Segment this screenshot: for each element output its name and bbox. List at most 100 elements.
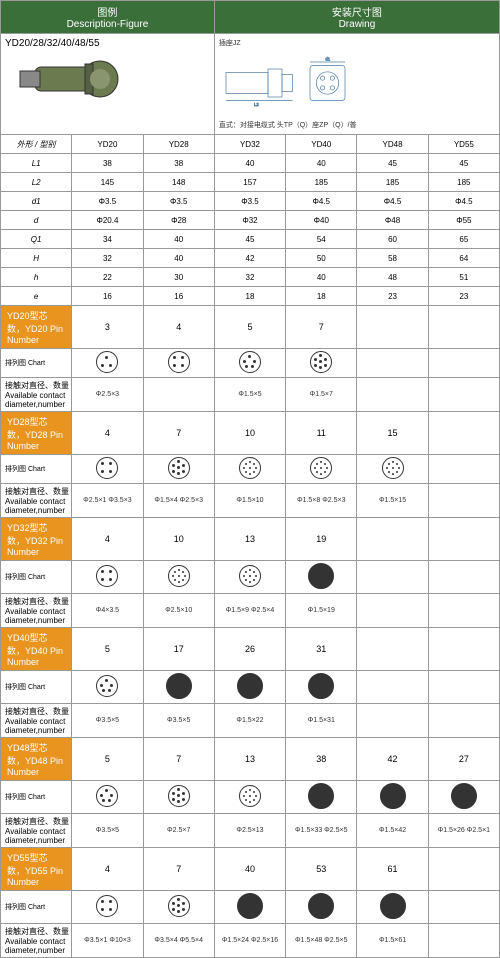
pin-diagram [308, 893, 334, 919]
pin-diagram [96, 675, 118, 697]
pin-count: 13 [214, 518, 285, 561]
dim-cell: 157 [214, 173, 285, 192]
dim-cell: 40 [286, 268, 357, 287]
avail-cell: Φ1.5×4 Φ2.5×3 [143, 484, 214, 518]
chart-cell [72, 891, 143, 924]
pin-diagram [237, 893, 263, 919]
avail-cell: Φ1.5×15 [357, 484, 428, 518]
pin-count: 38 [286, 738, 357, 781]
dim-cell: 34 [72, 230, 143, 249]
pin-diagram [168, 351, 190, 373]
dim-cell: e [1, 287, 72, 306]
connector-icon [5, 49, 125, 109]
pin-diagram [96, 785, 118, 807]
dim-cell: Φ3.5 [143, 192, 214, 211]
chart-cell [357, 781, 428, 814]
pin-diagram [96, 351, 118, 373]
dim-cell: 148 [143, 173, 214, 192]
avail-cell: Φ2.5×7 [143, 814, 214, 848]
pin-count: 26 [214, 628, 285, 671]
dim-cell: 185 [428, 173, 499, 192]
dim-cell: 48 [357, 268, 428, 287]
avail-cell: Φ1.5×24 Φ2.5×16 [214, 924, 285, 958]
section-title: YD28型芯数，YD28 Pin Number [1, 412, 72, 455]
figure-cell: YD20/28/32/40/48/55 [1, 34, 215, 135]
chart-cell [214, 671, 285, 704]
pin-diagram [168, 895, 190, 917]
avail-cell: Φ1.5×22 [214, 704, 285, 738]
dim-cell: 185 [357, 173, 428, 192]
avail-label: 接触对直径、数量 Available contact diameter,numb… [1, 378, 72, 412]
dim-table: 外形 / 型别YD20YD28YD32YD40YD48YD55L13838404… [1, 135, 500, 306]
pin-count: 4 [72, 412, 143, 455]
chart-cell [143, 781, 214, 814]
svg-text:L2: L2 [254, 102, 259, 107]
pin-count: 3 [72, 306, 143, 349]
chart-label: 排列图 Chart [1, 561, 72, 594]
dim-cell: 51 [428, 268, 499, 287]
pin-count: 7 [286, 306, 357, 349]
chart-cell [214, 891, 285, 924]
dim-cell: Φ4.5 [286, 192, 357, 211]
pin-count: 31 [286, 628, 357, 671]
avail-cell: Φ1.5×33 Φ2.5×5 [286, 814, 357, 848]
avail-cell: Φ1.5×31 [286, 704, 357, 738]
avail-cell: Φ1.5×8 Φ2.5×3 [286, 484, 357, 518]
pin-count: 5 [214, 306, 285, 349]
avail-cell: Φ4×3.5 [72, 594, 143, 628]
avail-cell: Φ2.5×1 Φ3.5×3 [72, 484, 143, 518]
chart-cell [214, 349, 285, 378]
chart-cell [72, 781, 143, 814]
dim-cell: 32 [72, 249, 143, 268]
avail-cell: Φ2.5×13 [214, 814, 285, 848]
dim-cell: 40 [214, 154, 285, 173]
dim-cell: Φ20.4 [72, 211, 143, 230]
dim-cell: 65 [428, 230, 499, 249]
pin-diagram [96, 565, 118, 587]
pin-diagram [308, 783, 334, 809]
dim-head: YD40 [286, 135, 357, 154]
avail-cell: Φ1.5×61 [357, 924, 428, 958]
avail-cell: Φ1.5×48 Φ2.5×5 [286, 924, 357, 958]
avail-cell: Φ3.5×4 Φ5.5×4 [143, 924, 214, 958]
dim-cell: 40 [143, 249, 214, 268]
dim-head: YD48 [357, 135, 428, 154]
pin-diagram [239, 785, 261, 807]
pin-count: 10 [214, 412, 285, 455]
dim-cell: 64 [428, 249, 499, 268]
pin-diagram [451, 783, 477, 809]
dim-cell: L1 [1, 154, 72, 173]
avail-cell: Φ3.5×1 Φ10×3 [72, 924, 143, 958]
dim-cell: 30 [143, 268, 214, 287]
dim-cell: 45 [428, 154, 499, 173]
dim-cell: 16 [143, 287, 214, 306]
pin-count: 7 [143, 848, 214, 891]
socket-label: 插座JZ [219, 38, 495, 48]
pin-diagram [237, 673, 263, 699]
chart-cell [214, 561, 285, 594]
dim-cell: 50 [286, 249, 357, 268]
dim-cell: 54 [286, 230, 357, 249]
pin-count: 4 [72, 848, 143, 891]
pin-sections: YD20型芯数，YD20 Pin Number3457排列图 Chart接触对直… [1, 306, 500, 958]
dim-cell: Φ3.5 [72, 192, 143, 211]
dim-cell: d1 [1, 192, 72, 211]
chart-cell [286, 455, 357, 484]
section-title: YD40型芯数，YD40 Pin Number [1, 628, 72, 671]
dim-cell: Φ48 [357, 211, 428, 230]
dim-head: YD55 [428, 135, 499, 154]
pin-count: 7 [143, 412, 214, 455]
section-title: YD20型芯数，YD20 Pin Number [1, 306, 72, 349]
avail-cell: Φ1.5×10 [214, 484, 285, 518]
pin-diagram [239, 351, 261, 373]
dim-cell: 18 [214, 287, 285, 306]
chart-cell [214, 781, 285, 814]
avail-label: 接触对直径、数量 Available contact diameter,numb… [1, 594, 72, 628]
chart-cell [143, 349, 214, 378]
dim-head: YD32 [214, 135, 285, 154]
pin-count: 5 [72, 738, 143, 781]
dim-cell: Φ3.5 [214, 192, 285, 211]
chart-cell [72, 561, 143, 594]
hdr-left: 图例Description-Figure [1, 1, 215, 34]
chart-cell [72, 349, 143, 378]
